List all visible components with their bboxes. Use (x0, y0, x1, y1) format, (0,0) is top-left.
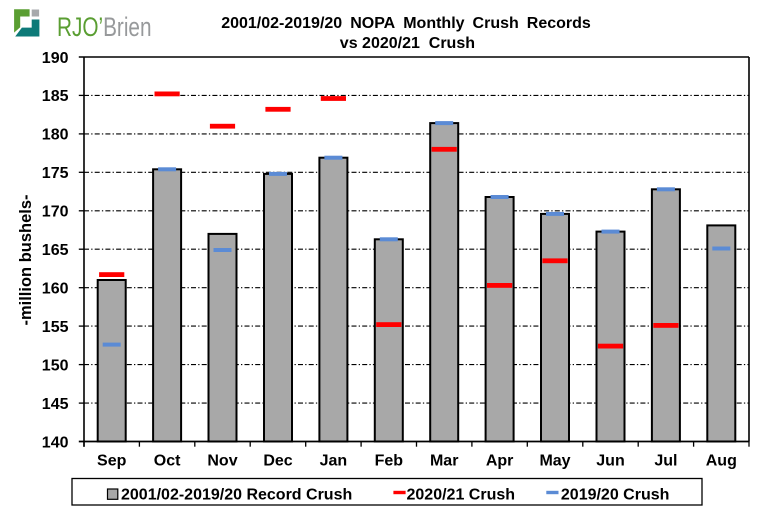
svg-text:Feb: Feb (375, 453, 404, 470)
svg-text:Jan: Jan (320, 453, 348, 470)
svg-text:-million bushels-: -million bushels- (17, 194, 35, 325)
svg-text:190: 190 (42, 50, 69, 67)
svg-text:Jun: Jun (596, 453, 624, 470)
svg-text:140: 140 (42, 434, 69, 451)
svg-text:170: 170 (42, 204, 69, 221)
svg-text:2020/21 Crush: 2020/21 Crush (407, 487, 516, 504)
svg-text:Jul: Jul (654, 453, 677, 470)
svg-text:2019/20 Crush: 2019/20 Crush (561, 487, 670, 504)
svg-text:Nov: Nov (207, 453, 237, 470)
svg-text:Dec: Dec (263, 453, 292, 470)
svg-text:2001/02-2019/20 Record Crush: 2001/02-2019/20 Record Crush (121, 487, 352, 504)
svg-text:May: May (539, 453, 570, 470)
svg-text:Mar: Mar (430, 453, 458, 470)
svg-text:145: 145 (42, 396, 69, 413)
svg-text:Apr: Apr (486, 453, 514, 470)
svg-text:Oct: Oct (154, 453, 181, 470)
svg-text:165: 165 (42, 242, 69, 259)
svg-text:150: 150 (42, 357, 69, 374)
svg-text:185: 185 (42, 88, 69, 105)
svg-text:RJO’Brien: RJO’Brien (57, 12, 152, 42)
svg-text:180: 180 (42, 127, 69, 144)
svg-text:155: 155 (42, 319, 69, 336)
svg-text:vs 2020/21 Crush: vs 2020/21 Crush (340, 35, 475, 52)
svg-text:Aug: Aug (706, 453, 737, 470)
svg-text:Sep: Sep (97, 453, 127, 470)
svg-text:2001/02-2019/20 NOPA Monthly C: 2001/02-2019/20 NOPA Monthly Crush Recor… (221, 15, 591, 32)
svg-text:175: 175 (42, 165, 69, 182)
svg-text:160: 160 (42, 281, 69, 298)
